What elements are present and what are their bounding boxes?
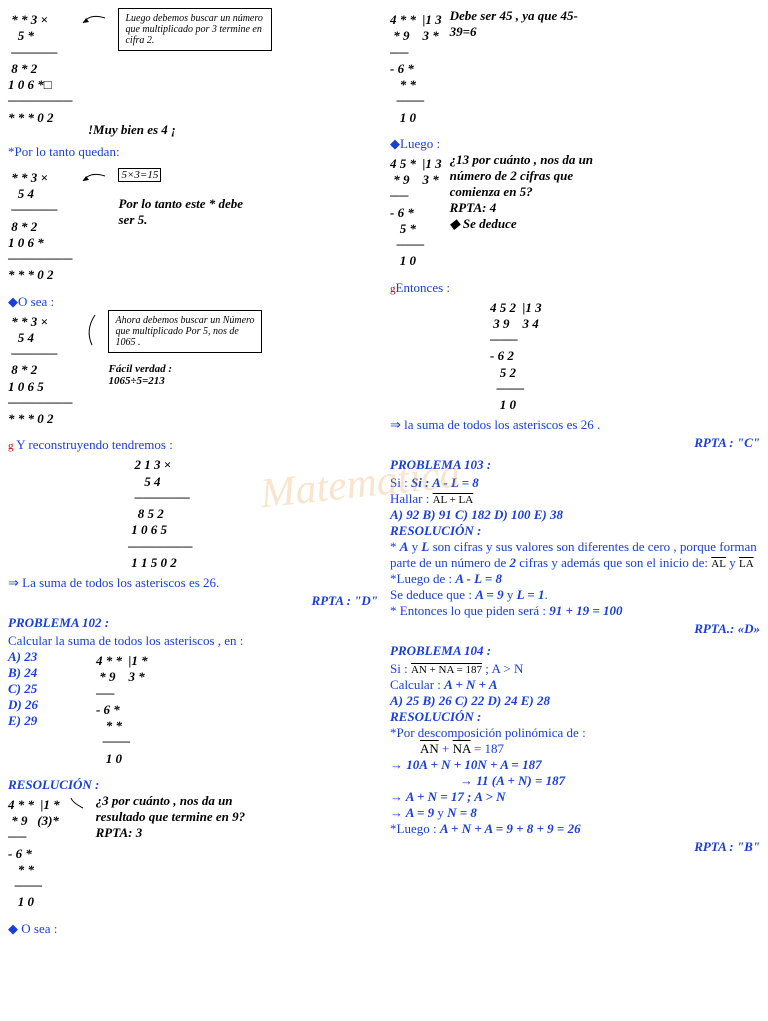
block2-callout: Por lo tanto este * debe ser 5.: [118, 196, 258, 228]
prob103-title: PROBLEMA 103 :: [390, 457, 760, 473]
line3-wrap: g Y reconstruyendo tendremos :: [8, 437, 378, 453]
block3-row: * * 3 × 5 4 ───── 8 * 2 1 0 6 5 ─────── …: [8, 310, 378, 432]
prob104-title: PROBLEMA 104 :: [390, 643, 760, 659]
opt-e: E) 29: [8, 713, 38, 729]
block6-row: 4 * * |1 3 * 9 3 * ── - 6 * * * ─── 1 0 …: [390, 8, 760, 130]
p104-l2: Calcular : A + N + A: [390, 677, 760, 693]
block7-callout1: ¿13 por cuánto , nos da un número de 2 c…: [450, 152, 620, 200]
p104-eq1: AN + NA = 187: [390, 741, 760, 757]
p103-l1: Si : Si : A - L = 8: [390, 475, 760, 491]
p104-eq2: → 10A + N + 10N + A = 187: [390, 757, 760, 773]
block1-row: * * 3 × 5 * ───── 8 * 2 1 0 6 *□ ───────…: [8, 8, 378, 130]
opts-list: A) 23 B) 24 C) 25 D) 26 E) 29: [8, 649, 38, 729]
p103-l5: * Entonces lo que piden será : 91 + 19 =…: [390, 603, 760, 619]
block5-math: 4 * * |1 * * 9 (3)* ── - 6 * * * ─── 1 0: [8, 797, 60, 911]
division102: 4 * * |1 * * 9 3 * ── - 6 * * * ─── 1 0: [46, 653, 148, 767]
conclusion1: ⇒ La suma de todos los asteriscos es 26.: [8, 575, 378, 591]
p104-exp1: *Por descomposición polinómica de :: [390, 725, 760, 741]
line1: *Por lo tanto quedan:: [8, 144, 378, 160]
arrow-icon: [80, 8, 110, 42]
opt-a: A) 23: [8, 649, 38, 665]
block8-math: 4 5 2 |1 3 3 9 3 4 ─── - 6 2 5 2 ─── 1 0: [390, 300, 760, 414]
page-container: * * 3 × 5 * ───── 8 * 2 1 0 6 *□ ───────…: [8, 8, 760, 937]
block7-math: 4 5 * |1 3 * 9 3 * ── - 6 * 5 * ─── 1 0: [390, 156, 442, 270]
line6-wrap: gEntonces :: [390, 280, 760, 296]
block2-row: * * 3 × 5 4 ───── 8 * 2 1 0 6 * ─────── …: [8, 166, 378, 288]
resolucion3-label: RESOLUCIÓN :: [390, 523, 760, 539]
rpta3: RPTA.: «D»: [390, 621, 760, 637]
left-column: * * 3 × 5 * ───── 8 * 2 1 0 6 *□ ───────…: [8, 8, 378, 937]
line4: ◆ O sea :: [8, 921, 378, 937]
block2-math: * * 3 × 5 4 ───── 8 * 2 1 0 6 * ─────── …: [8, 170, 72, 284]
block6-math: 4 * * |1 3 * 9 3 * ── - 6 * * * ─── 1 0: [390, 12, 442, 126]
rpta1: RPTA : "D": [8, 593, 378, 609]
block1-math: * * 3 × 5 * ───── 8 * 2 1 0 6 *□ ───────…: [8, 12, 72, 126]
p103-l2: Hallar : AL + LA: [390, 491, 760, 507]
p104-l6: *Luego : A + N + A = 9 + 8 + 9 = 26: [390, 821, 760, 837]
arrow-icon: [68, 793, 88, 827]
block4-math: 2 1 3 × 5 4 ────── 8 5 2 1 0 6 5 ───────…: [8, 457, 378, 571]
line2: ◆O sea :: [8, 294, 378, 310]
block3-math: * * 3 × 5 4 ───── 8 * 2 1 0 6 5 ─────── …: [8, 314, 72, 428]
arrow-icon: [80, 166, 110, 220]
p104-eq4: → A + N = 17 ; A > N: [390, 789, 760, 805]
p104-eq3: → 11 (A + N) = 187: [390, 773, 760, 789]
block5-callout2: RPTA: 3: [96, 825, 276, 841]
opt-c: C) 25: [8, 681, 38, 697]
p103-l4: Se deduce que : A = 9 y L = 1.: [390, 587, 760, 603]
prob102-opts-row: A) 23 B) 24 C) 25 D) 26 E) 29 4 * * |1 *…: [8, 649, 378, 771]
arrow-icon: [80, 310, 100, 354]
block5-callout1: ¿3 por cuánto , nos da un resultado que …: [96, 793, 276, 825]
right-column: 4 * * |1 3 * 9 3 * ── - 6 * * * ─── 1 0 …: [390, 8, 760, 937]
curved-arrow-icon: [80, 310, 100, 350]
line3: Y reconstruyendo tendremos :: [14, 437, 173, 452]
p104-eq5: → A = 9 y N = 8: [390, 805, 760, 821]
block7-callout2: RPTA: 4: [450, 200, 620, 216]
block5-row: 4 * * |1 * * 9 (3)* ── - 6 * * * ─── 1 0…: [8, 793, 378, 915]
prob102-question: Calcular la suma de todos los asteriscos…: [8, 633, 378, 649]
line5: ◆Luego :: [390, 136, 760, 152]
rpta4: RPTA : "B": [390, 839, 760, 855]
opt-d: D) 26: [8, 697, 38, 713]
opt-b: B) 24: [8, 665, 38, 681]
curved-arrow-icon: [80, 166, 110, 216]
curved-arrow-icon: [68, 793, 88, 823]
prob102-title: PROBLEMA 102 :: [8, 615, 378, 631]
block3-caption2: 1065÷5=213: [108, 375, 262, 387]
p103-exp1: * A y L son cifras y sus valores son dif…: [390, 539, 760, 571]
p103-l3: *Luego de : A - L = 8: [390, 571, 760, 587]
block1-callout: Luego debemos buscar un número que multi…: [118, 8, 272, 51]
resolucion-label: RESOLUCIÓN :: [8, 777, 378, 793]
curved-arrow-icon: [80, 8, 110, 38]
block7-row: 4 5 * |1 3 * 9 3 * ── - 6 * 5 * ─── 1 0 …: [390, 152, 760, 274]
block3-caption1: Fácil verdad :: [108, 363, 262, 375]
p104-l1: Si : AN + NA = 187 ; A > N: [390, 661, 760, 677]
line6: Entonces :: [396, 280, 451, 295]
block2-callout-top: 5×3=15: [118, 168, 161, 182]
block3-callout: Ahora debemos buscar un Número que multi…: [108, 310, 262, 353]
resolucion4-label: RESOLUCIÓN :: [390, 709, 760, 725]
p103-opts: A) 92 B) 91 C) 182 D) 100 E) 38: [390, 507, 760, 523]
block6-callout: Debe ser 45 , ya que 45-39=6: [450, 8, 600, 40]
conclusion2: ⇒ la suma de todos los asteriscos es 26 …: [390, 417, 760, 433]
p104-opts: A) 25 B) 26 C) 22 D) 24 E) 28: [390, 693, 760, 709]
rpta2: RPTA : "C": [390, 435, 760, 451]
block7-callout3: ◆ Se deduce: [450, 216, 620, 232]
